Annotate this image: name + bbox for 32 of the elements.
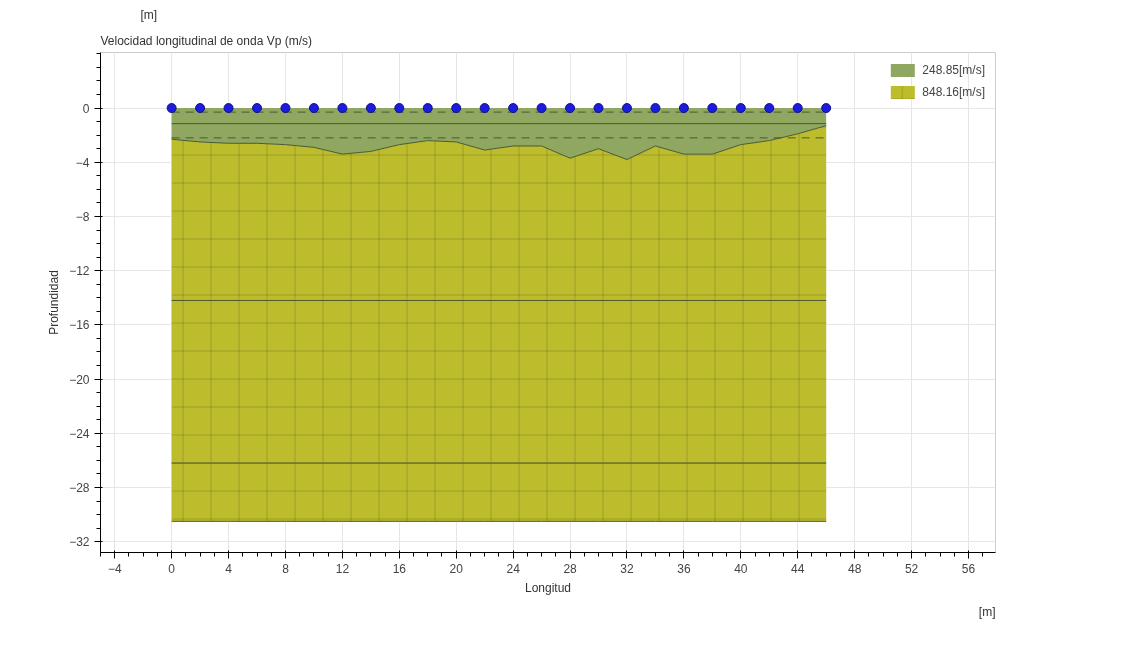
x-tick-label: 32 bbox=[620, 561, 634, 576]
y-tick-label: 0 bbox=[82, 101, 90, 116]
y-tick-label: −32 bbox=[69, 535, 90, 550]
x-tick-label: 48 bbox=[847, 561, 862, 576]
legend-label: 248.85[m/s] bbox=[922, 63, 985, 77]
x-tick-label: 44 bbox=[791, 561, 805, 576]
y-tick-label: −16 bbox=[69, 318, 90, 333]
x-tick-label: 12 bbox=[335, 561, 350, 576]
y-tick-label: −8 bbox=[75, 209, 90, 224]
x-tick-label: 28 bbox=[563, 561, 578, 576]
x-tick-label: −4 bbox=[107, 561, 122, 576]
text: [m] bbox=[978, 604, 996, 619]
y-tick-label: −12 bbox=[69, 264, 90, 279]
y-tick-label: −20 bbox=[69, 372, 90, 387]
x-tick-label: 36 bbox=[677, 561, 691, 576]
x-tick-label: 56 bbox=[961, 561, 976, 576]
x-tick-label: 0 bbox=[168, 561, 176, 576]
y-axis-title: Profundidad bbox=[47, 270, 62, 335]
x-tick-label: 4 bbox=[225, 561, 233, 576]
x-tick-label: 16 bbox=[392, 561, 407, 576]
x-tick-label: 24 bbox=[506, 561, 521, 576]
y-tick-label: −28 bbox=[69, 480, 90, 495]
x-axis-title: Longitud bbox=[524, 580, 572, 595]
x-tick-label: 8 bbox=[282, 561, 290, 576]
x-tick-label: 20 bbox=[449, 561, 464, 576]
x-tick-label: 52 bbox=[904, 561, 919, 576]
chart-title: Velocidad longitudinal de onda Vp (m/s) bbox=[100, 33, 312, 48]
x-tick-label: 40 bbox=[734, 561, 748, 576]
y-tick-label: −4 bbox=[75, 155, 90, 170]
text: [m] bbox=[140, 7, 158, 22]
y-tick-label: −24 bbox=[69, 426, 90, 441]
legend-label: 848.16[m/s] bbox=[922, 85, 985, 99]
